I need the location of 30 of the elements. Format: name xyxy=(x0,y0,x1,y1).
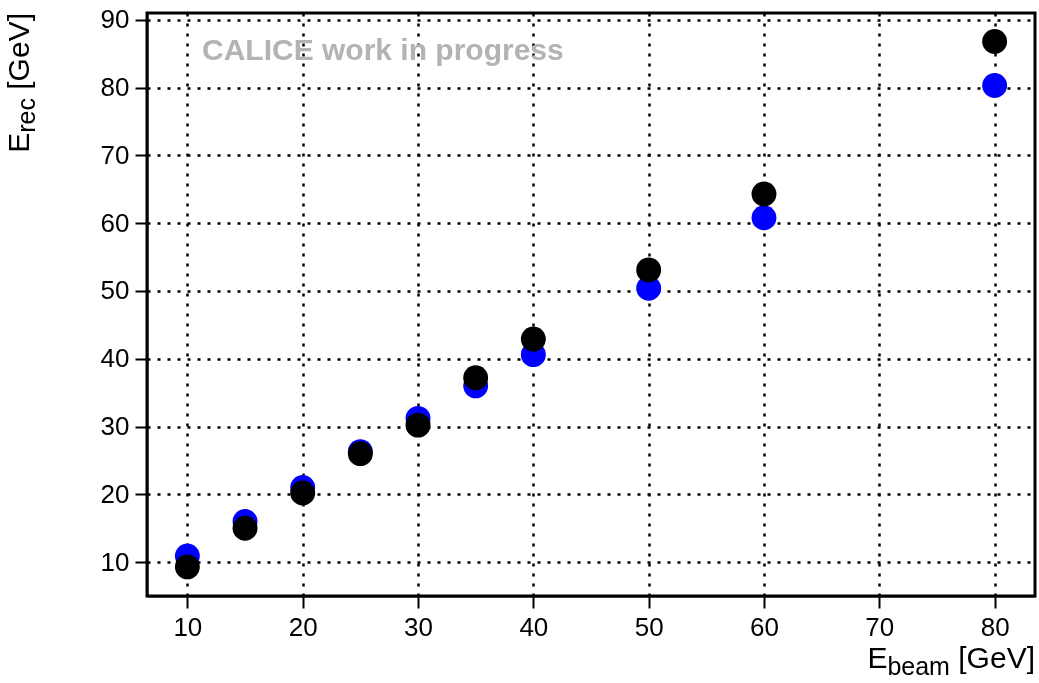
point xyxy=(751,181,777,207)
point xyxy=(405,412,431,438)
y-tick-label: 40 xyxy=(100,343,130,374)
point xyxy=(982,29,1008,54)
point xyxy=(232,515,258,541)
annotation: CALICE work in progress xyxy=(202,33,564,66)
x-tick-label: 20 xyxy=(288,611,318,642)
point xyxy=(174,554,200,580)
x-tick-label: 80 xyxy=(980,611,1010,642)
y-tick-label: 90 xyxy=(100,4,130,35)
y-tick-label: 30 xyxy=(100,411,130,442)
point xyxy=(290,480,316,506)
x-tick-label: 30 xyxy=(404,611,433,642)
point xyxy=(520,326,546,352)
y-tick-label: 10 xyxy=(100,546,130,577)
x-tick-label: 70 xyxy=(865,611,895,642)
x-axis-title: E$_{beam}$ [GeV] xyxy=(867,641,1035,681)
y-tick-label: 60 xyxy=(100,207,130,238)
y-tick-label: 50 xyxy=(100,275,130,306)
x-tick-label: 50 xyxy=(634,611,664,642)
y-tick-label: 70 xyxy=(100,139,130,170)
y-tick-label: 20 xyxy=(100,478,130,509)
x-tick-label: 60 xyxy=(750,611,779,642)
point xyxy=(751,205,777,231)
point xyxy=(636,257,662,283)
point xyxy=(463,365,489,391)
x-tick-label: 40 xyxy=(519,611,549,642)
point xyxy=(982,73,1008,98)
x-tick-label: 10 xyxy=(173,611,203,642)
y-tick-label: 80 xyxy=(100,72,130,103)
